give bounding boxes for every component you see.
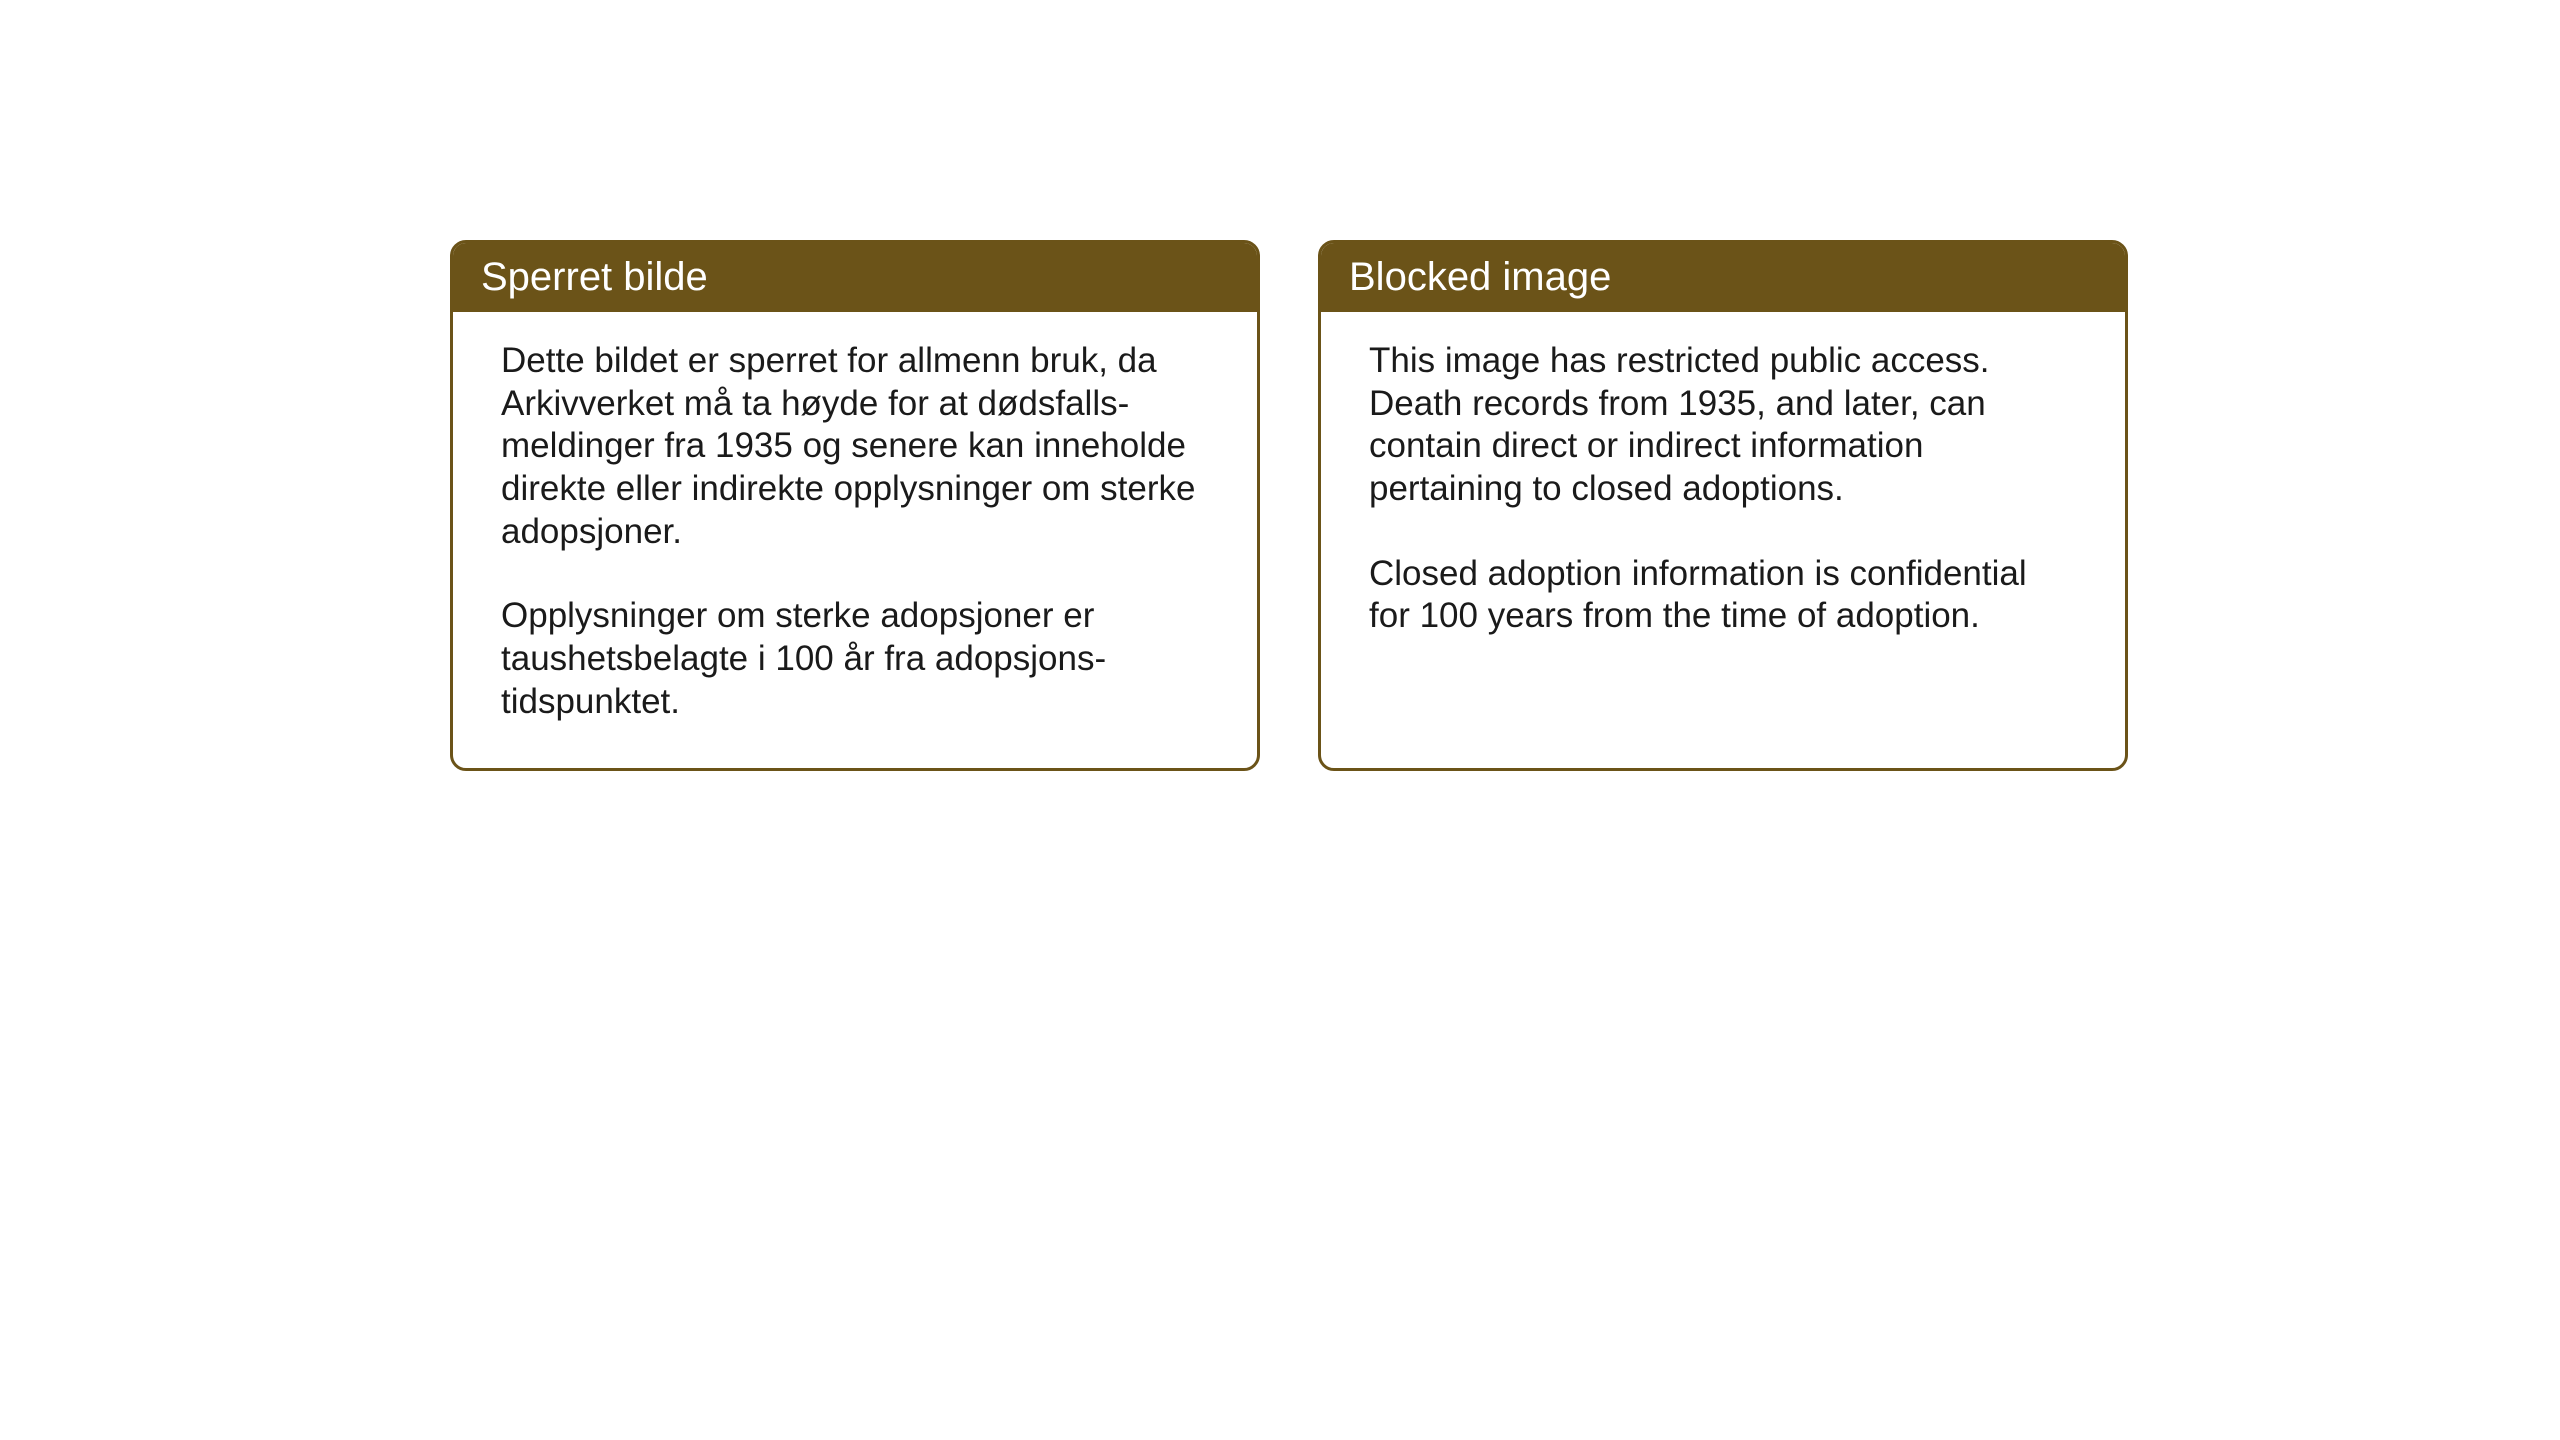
card-paragraph-1-english: This image has restricted public access.… bbox=[1369, 340, 2077, 511]
card-header-norwegian: Sperret bilde bbox=[453, 243, 1257, 312]
card-norwegian: Sperret bilde Dette bildet er sperret fo… bbox=[450, 240, 1260, 771]
card-body-norwegian: Dette bildet er sperret for allmenn bruk… bbox=[453, 312, 1257, 768]
card-paragraph-2-norwegian: Opplysninger om sterke adopsjoner er tau… bbox=[501, 595, 1209, 723]
cards-container: Sperret bilde Dette bildet er sperret fo… bbox=[450, 240, 2128, 771]
card-paragraph-2-english: Closed adoption information is confident… bbox=[1369, 553, 2077, 638]
card-paragraph-1-norwegian: Dette bildet er sperret for allmenn bruk… bbox=[501, 340, 1209, 553]
card-english: Blocked image This image has restricted … bbox=[1318, 240, 2128, 771]
card-title-norwegian: Sperret bilde bbox=[481, 255, 708, 299]
card-header-english: Blocked image bbox=[1321, 243, 2125, 312]
card-title-english: Blocked image bbox=[1349, 255, 1611, 299]
card-body-english: This image has restricted public access.… bbox=[1321, 312, 2125, 682]
